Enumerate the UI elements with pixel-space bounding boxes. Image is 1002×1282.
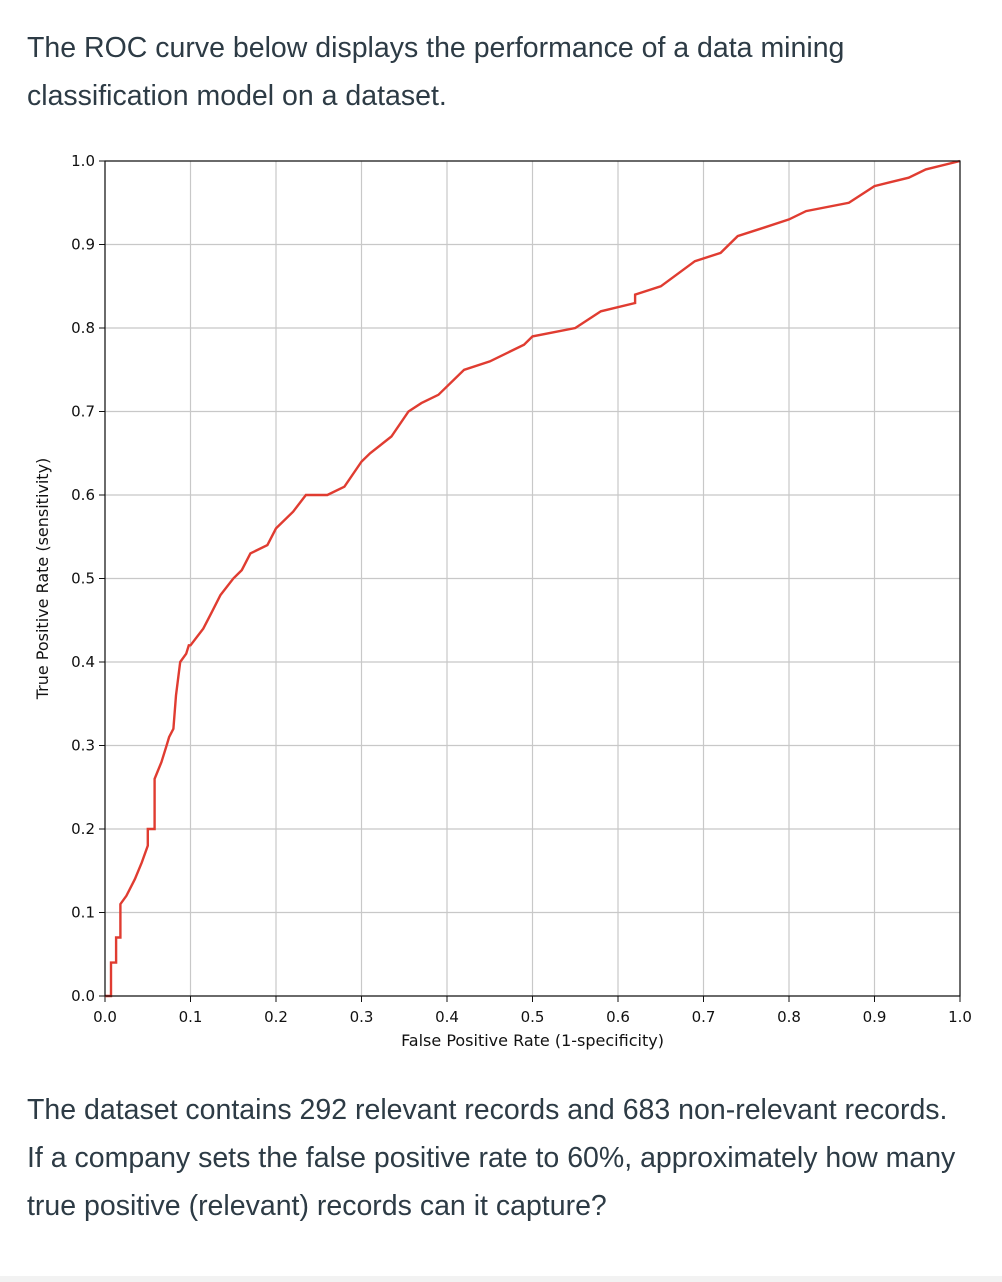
x-tick-label: 0.0 [93, 1008, 117, 1026]
x-tick-label: 0.9 [863, 1008, 887, 1026]
question-paragraph: The dataset contains 292 relevant record… [27, 1094, 956, 1222]
x-tick-label: 0.6 [606, 1008, 630, 1026]
y-tick-label: 0.6 [71, 486, 95, 504]
plot-frame [104, 160, 961, 997]
roc-curve-group [105, 159, 961, 998]
y-axis-label: True Positive Rate (sensitivity) [33, 458, 52, 701]
y-tick-label: 0.3 [71, 737, 95, 755]
roc-curve-line [105, 159, 961, 998]
y-tick-label: 0.0 [71, 987, 95, 1005]
x-tick-label: 0.7 [692, 1008, 716, 1026]
x-tick-label: 0.5 [521, 1008, 545, 1026]
intro-paragraph: The ROC curve below displays the perform… [27, 32, 845, 112]
x-tick-label: 0.2 [264, 1008, 288, 1026]
y-tick-label: 0.4 [71, 653, 95, 671]
y-tick-label: 0.5 [71, 570, 95, 588]
y-tick-label: 0.7 [71, 403, 95, 421]
roc-chart: 0.0 0.1 0.2 0.3 0.4 0.5 0.6 0.7 0.8 0.9 1.0 0.0 0.1… [33, 152, 972, 1050]
x-tick-label: 0.8 [777, 1008, 801, 1026]
bottom-scroll-edge [0, 1276, 1002, 1282]
x-tick-label: 0.1 [179, 1008, 203, 1026]
y-tick-label: 1.0 [71, 152, 95, 170]
x-tick-label: 0.3 [350, 1008, 374, 1026]
y-ticks: 0.0 0.1 0.2 0.3 0.4 0.5 0.6 0.7 0.8 0.9 1.0 [71, 152, 105, 1005]
y-tick-label: 0.8 [71, 319, 95, 337]
x-tick-label: 1.0 [948, 1008, 972, 1026]
y-tick-label: 0.1 [71, 904, 95, 922]
y-tick-label: 0.2 [71, 820, 95, 838]
x-ticks: 0.0 0.1 0.2 0.3 0.4 0.5 0.6 0.7 0.8 0.9 1.0 [93, 996, 972, 1026]
y-tick-label: 0.9 [71, 236, 95, 254]
x-tick-label: 0.4 [435, 1008, 459, 1026]
x-axis-label: False Positive Rate (1-specificity) [401, 1031, 664, 1050]
